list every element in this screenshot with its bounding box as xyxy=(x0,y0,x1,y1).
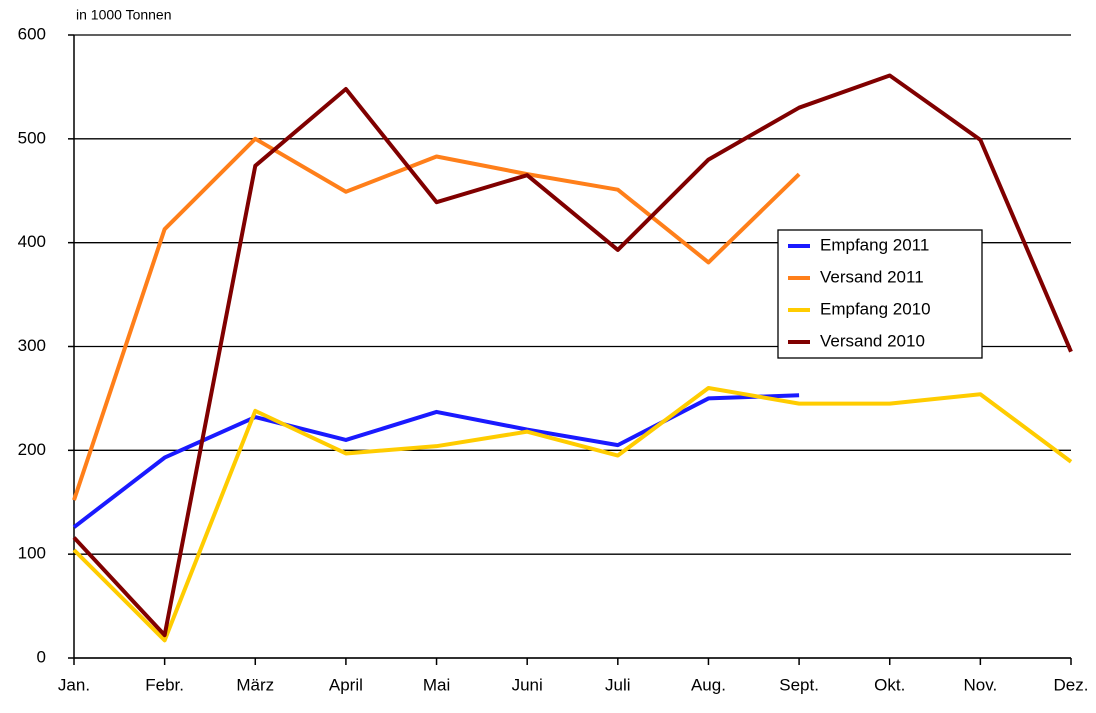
x-tick-label: Juli xyxy=(605,675,631,694)
x-tick-label: Mai xyxy=(423,675,450,694)
legend-label: Versand 2011 xyxy=(820,267,924,286)
y-tick-label: 600 xyxy=(18,24,46,43)
x-tick-label: April xyxy=(329,675,363,694)
x-tick-label: Juni xyxy=(512,675,543,694)
x-tick-label: Nov. xyxy=(964,675,998,694)
series-line xyxy=(72,136,801,501)
y-tick-label: 500 xyxy=(18,128,46,147)
y-tick-label: 300 xyxy=(18,336,46,355)
y-tick-label: 0 xyxy=(37,647,46,666)
x-tick-label: März xyxy=(236,675,274,694)
y-tick-label: 400 xyxy=(18,232,46,251)
series-line xyxy=(72,73,1073,638)
y-tick-label: 200 xyxy=(18,440,46,459)
legend-box xyxy=(777,229,983,359)
legend-label: Empfang 2010 xyxy=(820,299,931,318)
x-tick-label: Aug. xyxy=(691,675,726,694)
legend-label: Versand 2010 xyxy=(820,331,925,350)
legend-label: Empfang 2011 xyxy=(820,235,929,254)
x-tick-label: Febr. xyxy=(145,675,184,694)
x-tick-label: Okt. xyxy=(874,675,905,694)
x-tick-label: Sept. xyxy=(779,675,819,694)
x-tick-label: Dez. xyxy=(1054,675,1089,694)
x-tick-label: Jan. xyxy=(58,675,90,694)
y-axis-label: in 1000 Tonnen xyxy=(76,7,172,23)
y-tick-label: 100 xyxy=(18,544,46,563)
series-line xyxy=(72,393,800,529)
series-line xyxy=(72,386,1073,643)
